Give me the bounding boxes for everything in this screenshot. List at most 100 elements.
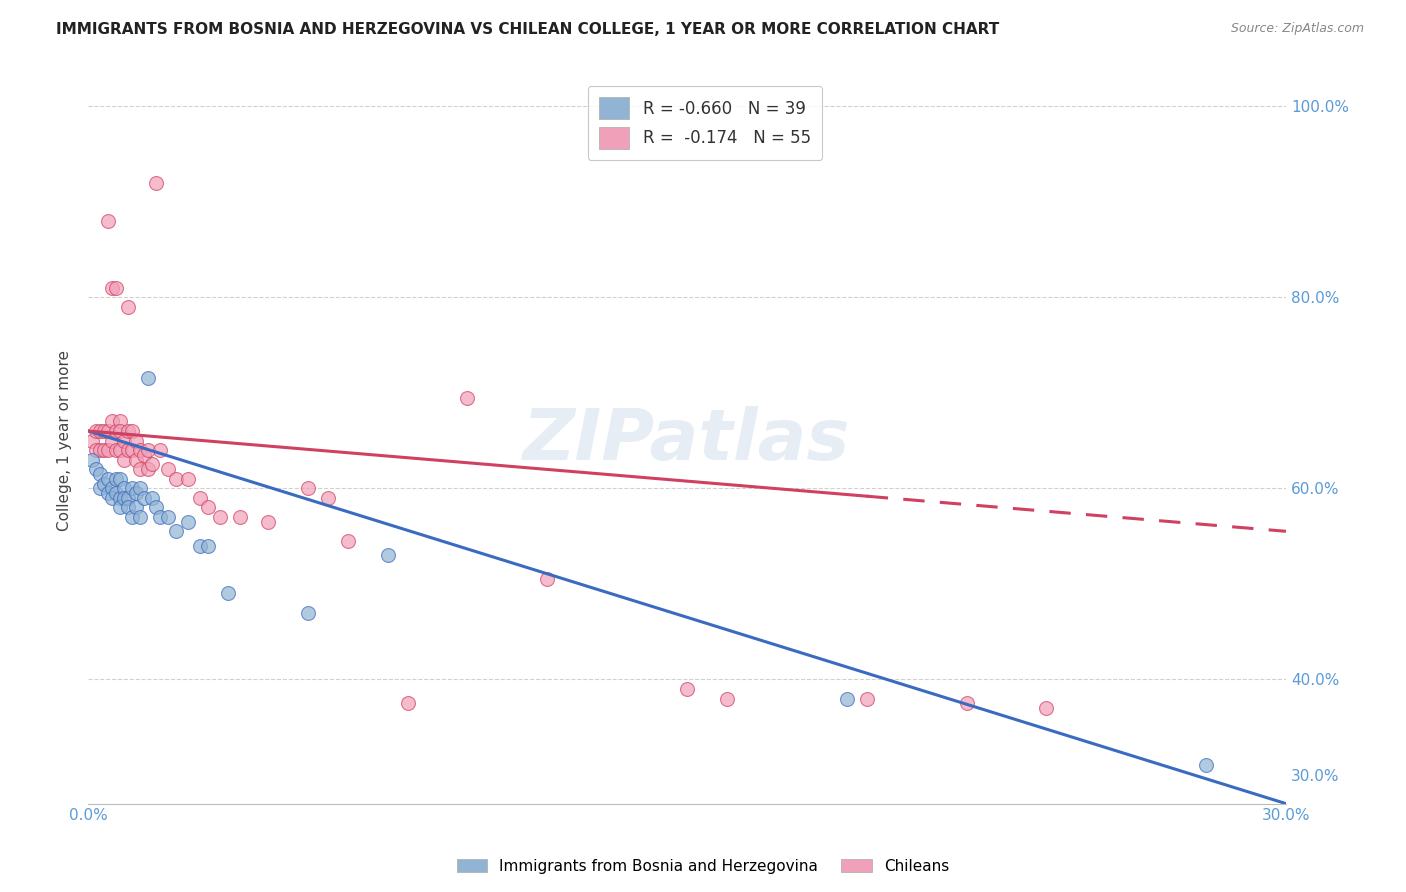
Point xyxy=(197,500,219,515)
Point xyxy=(112,452,135,467)
Point xyxy=(256,515,278,529)
Point xyxy=(117,424,139,438)
Point xyxy=(112,491,135,505)
Point xyxy=(93,476,115,491)
Point xyxy=(97,443,120,458)
Point xyxy=(105,280,128,294)
Point xyxy=(141,458,163,472)
Point xyxy=(156,510,179,524)
Point xyxy=(297,481,319,495)
Text: IMMIGRANTS FROM BOSNIA AND HERZEGOVINA VS CHILEAN COLLEGE, 1 YEAR OR MORE CORREL: IMMIGRANTS FROM BOSNIA AND HERZEGOVINA V… xyxy=(56,22,1000,37)
Point xyxy=(129,481,152,495)
Point xyxy=(101,481,124,495)
Point xyxy=(117,300,139,314)
Point xyxy=(177,472,200,486)
Point xyxy=(97,472,120,486)
Point xyxy=(84,424,107,438)
Point xyxy=(132,491,155,505)
Point xyxy=(129,462,152,476)
Point xyxy=(108,500,131,515)
Point xyxy=(676,681,699,696)
Point xyxy=(396,696,419,710)
Point xyxy=(149,443,172,458)
Point xyxy=(217,586,239,600)
Point xyxy=(197,539,219,553)
Legend: Immigrants from Bosnia and Herzegovina, Chileans: Immigrants from Bosnia and Herzegovina, … xyxy=(450,853,956,880)
Legend: R = -0.660   N = 39, R =  -0.174   N = 55: R = -0.660 N = 39, R = -0.174 N = 55 xyxy=(588,86,823,161)
Point xyxy=(89,443,111,458)
Point xyxy=(125,434,148,448)
Point xyxy=(336,533,359,548)
Point xyxy=(297,606,319,620)
Point xyxy=(97,424,120,438)
Point xyxy=(93,424,115,438)
Y-axis label: College, 1 year or more: College, 1 year or more xyxy=(58,350,72,531)
Point xyxy=(456,391,478,405)
Point xyxy=(145,500,167,515)
Point xyxy=(1035,701,1057,715)
Point xyxy=(125,452,148,467)
Point xyxy=(377,548,399,562)
Point xyxy=(165,524,187,539)
Point xyxy=(117,500,139,515)
Point xyxy=(82,452,104,467)
Point xyxy=(855,691,877,706)
Point xyxy=(112,434,135,448)
Point xyxy=(132,448,155,462)
Point xyxy=(93,443,115,458)
Point xyxy=(82,434,104,448)
Point xyxy=(108,443,131,458)
Point xyxy=(125,500,148,515)
Point xyxy=(105,486,128,500)
Point xyxy=(955,696,977,710)
Point xyxy=(105,472,128,486)
Point xyxy=(105,443,128,458)
Point xyxy=(177,515,200,529)
Point xyxy=(108,472,131,486)
Point xyxy=(188,491,211,505)
Point xyxy=(129,443,152,458)
Point xyxy=(229,510,252,524)
Point xyxy=(136,371,159,385)
Point xyxy=(121,481,143,495)
Point xyxy=(101,280,124,294)
Point xyxy=(89,467,111,481)
Point xyxy=(316,491,339,505)
Point xyxy=(84,462,107,476)
Point xyxy=(141,491,163,505)
Point xyxy=(121,424,143,438)
Point xyxy=(835,691,858,706)
Point xyxy=(1195,758,1218,772)
Point xyxy=(121,443,143,458)
Point xyxy=(165,472,187,486)
Point xyxy=(125,486,148,500)
Point xyxy=(716,691,738,706)
Point xyxy=(156,462,179,476)
Point xyxy=(97,213,120,227)
Point xyxy=(145,176,167,190)
Point xyxy=(101,414,124,428)
Point xyxy=(112,481,135,495)
Point xyxy=(208,510,231,524)
Point xyxy=(136,462,159,476)
Point xyxy=(89,481,111,495)
Text: ZIPatlas: ZIPatlas xyxy=(523,406,851,475)
Point xyxy=(108,424,131,438)
Point xyxy=(89,424,111,438)
Point xyxy=(188,539,211,553)
Point xyxy=(129,510,152,524)
Point xyxy=(84,443,107,458)
Point xyxy=(117,491,139,505)
Point xyxy=(108,491,131,505)
Point xyxy=(121,510,143,524)
Point xyxy=(536,572,558,586)
Point xyxy=(101,434,124,448)
Point xyxy=(117,443,139,458)
Point xyxy=(101,491,124,505)
Text: Source: ZipAtlas.com: Source: ZipAtlas.com xyxy=(1230,22,1364,36)
Point xyxy=(136,443,159,458)
Point xyxy=(149,510,172,524)
Point xyxy=(108,414,131,428)
Point xyxy=(97,486,120,500)
Point xyxy=(105,424,128,438)
